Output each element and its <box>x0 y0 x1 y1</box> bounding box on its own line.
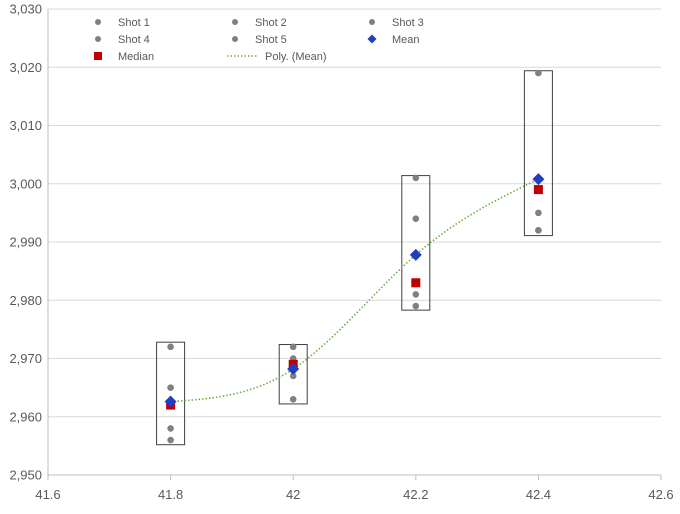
shot-5-point <box>535 227 542 234</box>
x-tick-label: 41.8 <box>158 487 183 502</box>
shot-1-point <box>167 343 174 351</box>
shot-2-point <box>167 384 174 391</box>
mean-point <box>287 362 300 375</box>
shot-2-point <box>535 209 542 217</box>
y-tick-label: 3,000 <box>9 176 42 191</box>
x-tick-label: 42.6 <box>648 487 673 502</box>
mean-point <box>164 395 177 408</box>
shot-2-point <box>412 215 420 222</box>
legend-marker-shot-2 <box>232 19 238 25</box>
shot-4-point <box>289 395 297 403</box>
shot-1-point <box>289 343 297 351</box>
legend-marker-median <box>94 52 102 60</box>
range-box <box>156 341 186 446</box>
legend-marker-shot-5 <box>232 36 238 42</box>
shot-5-point <box>412 302 420 310</box>
trendline-layer <box>170 178 539 403</box>
shot-1-point <box>412 174 420 182</box>
legend-marker-shot-3 <box>369 19 375 25</box>
y-tick-label: 3,010 <box>9 118 42 133</box>
y-tick-label: 2,980 <box>9 293 42 308</box>
x-tick-label: 42.2 <box>403 487 428 502</box>
shot-3-point <box>289 372 297 380</box>
shot-4-point <box>167 425 174 432</box>
legend-label-mean: Mean <box>392 34 420 46</box>
x-tick-label: 42 <box>286 487 300 502</box>
legend-label-shot-3: Shot 3 <box>392 17 424 29</box>
y-tick-label: 3,030 <box>9 2 42 17</box>
legend-label-median: Median <box>118 51 154 63</box>
legend-label-shot-2: Shot 2 <box>255 17 287 29</box>
shot-5-point <box>167 436 174 444</box>
legend-marker-mean <box>367 34 377 44</box>
legend-label-shot-5: Shot 5 <box>255 34 287 46</box>
legend-label-shot-1: Shot 1 <box>118 17 150 29</box>
data-points <box>164 69 545 444</box>
legend-label-poly-mean: Poly. (Mean) <box>265 51 327 63</box>
legend-marker-shot-4 <box>95 36 101 42</box>
y-tick-label: 3,020 <box>9 60 42 75</box>
mean-point <box>532 173 545 186</box>
trendline-poly-mean <box>170 178 539 403</box>
shot-1-point <box>535 69 542 77</box>
median-point <box>533 185 543 195</box>
shot-4-point <box>412 291 420 298</box>
axes: 2,950 2,960 2,970 2,980 2,990 3,000 3,010 3,020… <box>9 2 673 503</box>
mean-point <box>409 248 422 261</box>
legend-label-shot-4: Shot 4 <box>118 34 150 46</box>
x-tick-label: 41.6 <box>35 487 60 502</box>
x-tick-label: 42.4 <box>526 487 551 502</box>
gridlines <box>48 8 661 418</box>
y-tick-label: 2,970 <box>9 351 42 366</box>
y-tick-label: 2,950 <box>9 468 42 483</box>
median-point <box>411 278 421 288</box>
y-tick-label: 2,960 <box>9 409 42 424</box>
y-tick-label: 2,990 <box>9 235 42 250</box>
legend: Shot 1 Shot 2 Shot 3 Shot 4 Shot 5 Mean Median… <box>94 17 424 63</box>
legend-marker-shot-1 <box>95 19 101 25</box>
